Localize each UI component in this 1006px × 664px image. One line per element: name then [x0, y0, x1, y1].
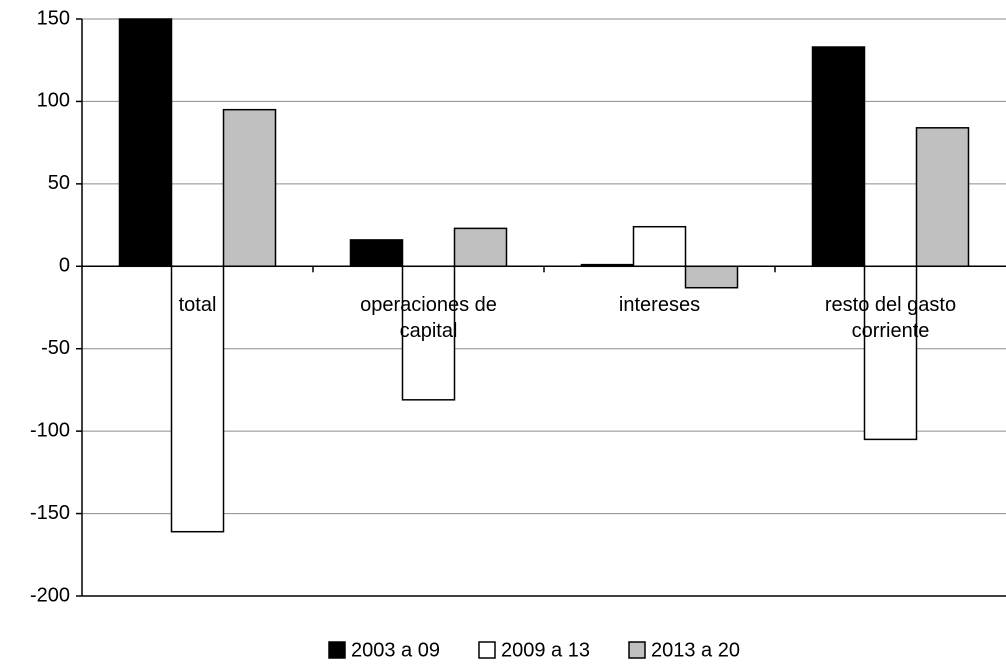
y-tick-label: 100 [37, 90, 70, 112]
bar [915, 127, 970, 268]
x-tick-label: resto del gasto corriente [824, 294, 957, 343]
bar [632, 225, 687, 268]
bar [401, 265, 456, 401]
bar [222, 108, 277, 268]
bar [118, 18, 173, 268]
y-tick-label: -150 [30, 502, 70, 524]
legend-swatch [628, 641, 646, 659]
y-tick-label: -200 [30, 584, 70, 606]
legend-label: 2009 a 13 [501, 639, 590, 661]
legend-swatch [328, 641, 346, 659]
bar [453, 227, 508, 268]
bar [863, 265, 918, 441]
legend-label: 2013 a 20 [651, 639, 740, 661]
x-tick-label: intereses [618, 294, 701, 317]
bar [684, 265, 739, 289]
legend-swatch [478, 641, 496, 659]
y-tick-label: -100 [30, 419, 70, 441]
bar [170, 265, 225, 533]
y-tick-label: -50 [41, 337, 70, 359]
y-tick-label: 50 [48, 172, 70, 194]
bar [811, 46, 866, 268]
legend-label: 2003 a 09 [351, 639, 440, 661]
y-tick-label: 0 [59, 255, 70, 277]
bar [349, 239, 404, 268]
x-tick-label: total [178, 294, 217, 317]
x-tick-label: operaciones de capital [360, 294, 497, 343]
y-tick-label: 150 [37, 7, 70, 29]
